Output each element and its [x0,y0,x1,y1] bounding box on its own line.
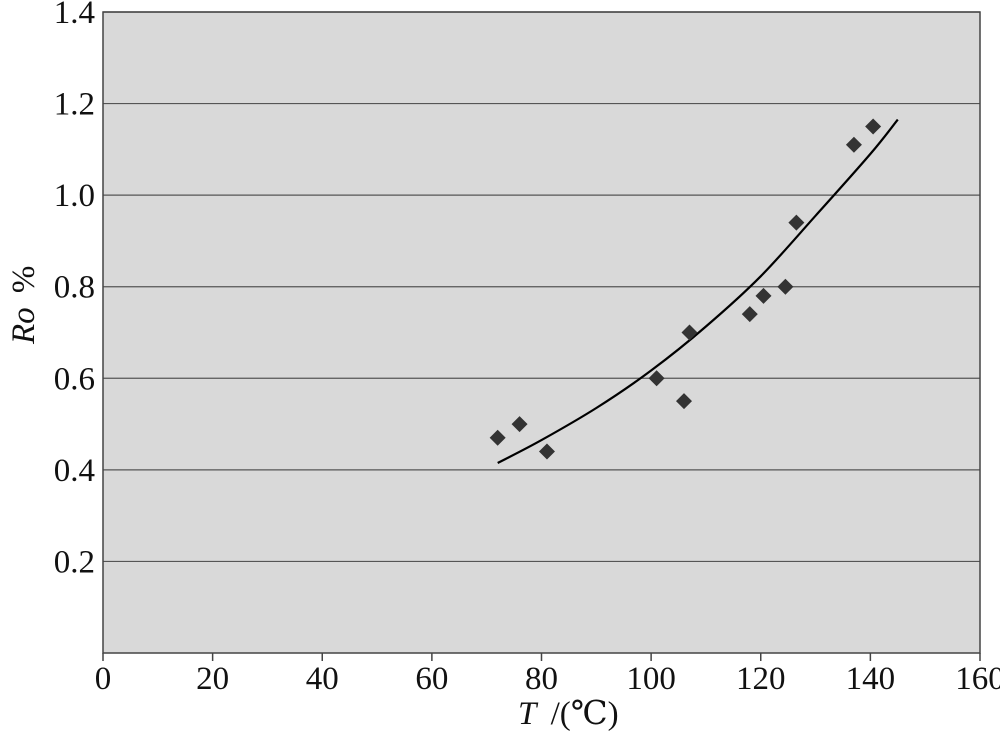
y-axis-title-unit: % [6,266,42,294]
x-tick-label-6: 120 [736,661,786,697]
data-point-0 [489,429,506,446]
x-tick-label-7: 140 [846,661,896,697]
data-point-8 [777,278,794,295]
x-tick-label-0: 0 [95,661,112,697]
y-tick-label-3: 0.8 [54,270,95,306]
data-point-10 [845,136,862,153]
y-tick-label-6: 1.4 [54,0,95,31]
plot-area [103,12,980,653]
x-tick-label-1: 20 [196,661,229,697]
data-point-6 [741,306,758,323]
x-tick-label-3: 60 [415,661,448,697]
x-tick-label-5: 100 [626,661,676,697]
y-tick-label-4: 1.0 [54,178,95,214]
data-point-2 [538,443,555,460]
data-point-11 [865,118,882,135]
x-axis-tick-labels: 0 20 40 60 80 100 120 140 160 [95,661,1000,697]
y-tick-label-0: 0.2 [54,544,95,580]
y-axis-title-main: Ro [6,307,42,345]
data-point-1 [511,416,528,433]
x-tick-label-4: 80 [525,661,558,697]
x-axis-ticks [102,653,981,661]
data-point-3 [648,370,665,387]
trend-line [497,118,899,464]
x-axis-title-unit: /(℃) [551,696,619,732]
y-tick-label-1: 0.4 [54,453,95,489]
x-tick-label-8: 160 [955,661,1000,697]
data-point-9 [788,214,805,231]
data-points [489,118,882,460]
y-tick-label-2: 0.6 [54,361,95,397]
data-point-5 [681,324,698,341]
data-point-7 [755,287,772,304]
data-point-4 [676,393,693,410]
y-axis-tick-labels: 0.2 0.4 0.6 0.8 1.0 1.2 1.4 [54,0,95,580]
y-axis-title: Ro % [6,266,42,345]
x-axis-title-main: T [518,696,539,732]
y-tick-label-5: 1.2 [54,87,95,123]
x-tick-label-2: 40 [306,661,339,697]
x-axis-title: T /(℃) [518,696,619,732]
